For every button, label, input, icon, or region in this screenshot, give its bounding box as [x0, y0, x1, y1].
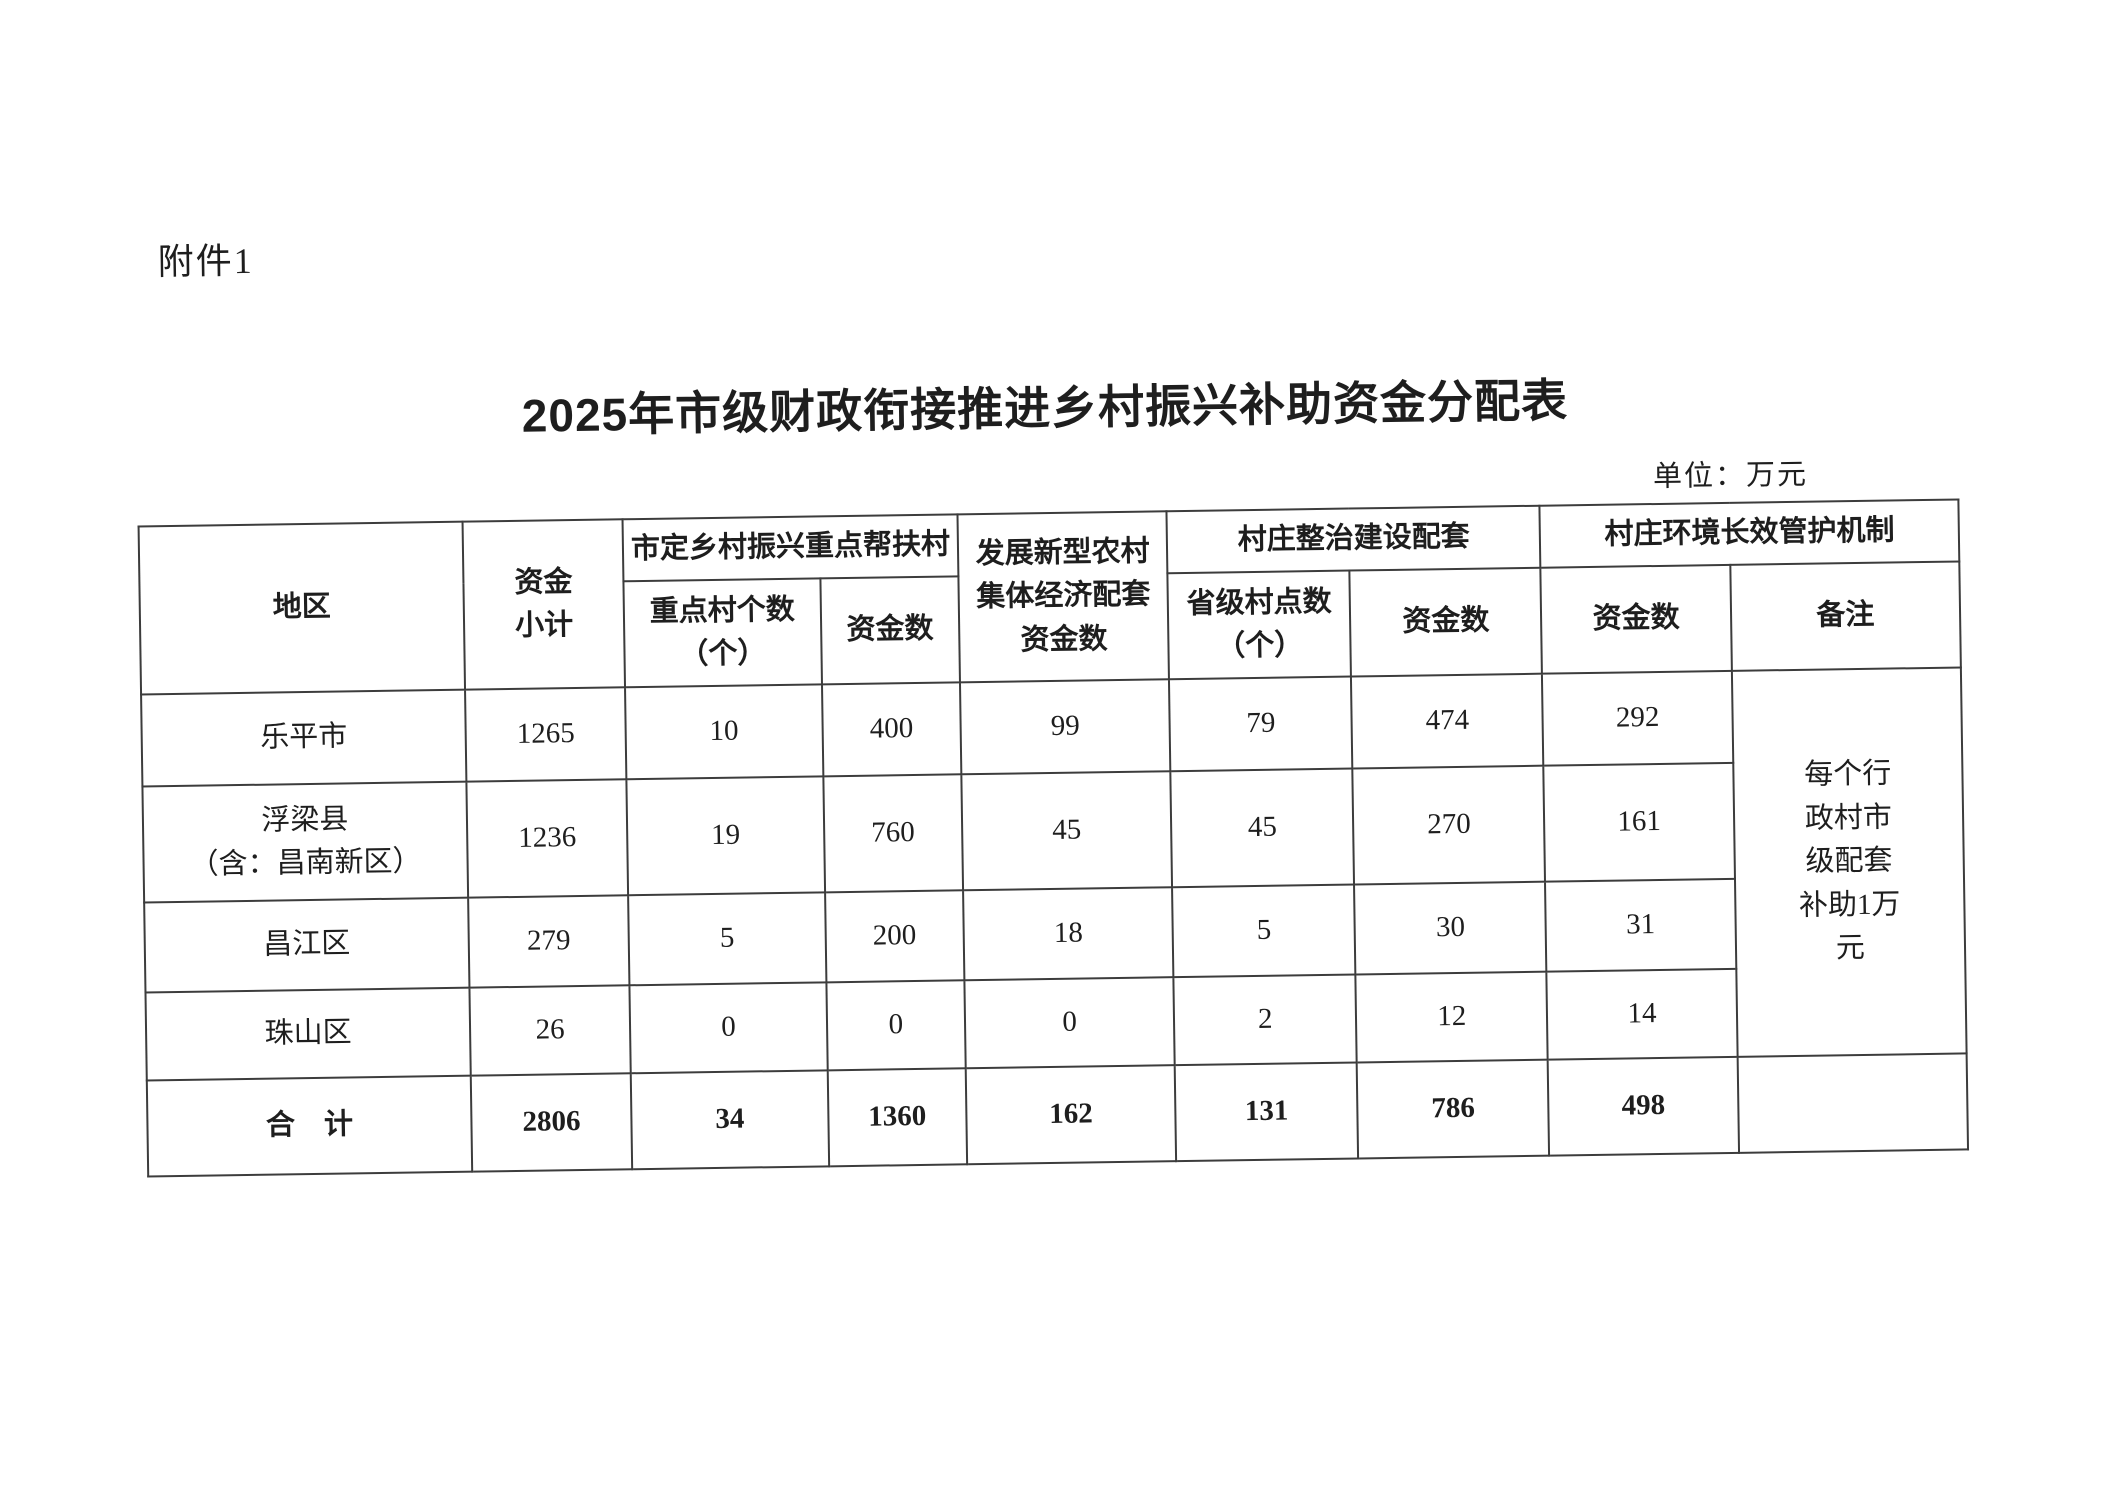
cell-key-village-funds: 0 [826, 980, 966, 1070]
header-renovation-funds: 资金数 [1350, 568, 1543, 677]
cell-renovation-funds: 270 [1353, 766, 1546, 885]
cell-collective-funds: 45 [961, 771, 1172, 890]
cell-subtotal: 2806 [471, 1073, 633, 1171]
cell-key-village-count: 0 [630, 982, 828, 1073]
cell-region: 乐平市 [141, 690, 466, 787]
cell-collective-funds: 18 [963, 887, 1174, 980]
cell-provincial-village-count: 2 [1174, 974, 1357, 1065]
cell-collective-funds: 0 [964, 977, 1175, 1068]
cell-subtotal: 279 [468, 895, 629, 987]
cell-key-village-count: 5 [628, 892, 826, 985]
cell-maintenance-funds: 161 [1544, 763, 1735, 882]
cell-key-village-funds: 760 [823, 774, 963, 892]
header-provincial-village-count: 省级村点数 （个） [1168, 571, 1352, 680]
cell-key-village-funds: 400 [822, 682, 962, 776]
cell-provincial-village-count: 45 [1171, 769, 1355, 888]
header-key-village-count: 重点村个数 （个） [624, 578, 822, 687]
cell-region: 昌江区 [144, 898, 469, 993]
cell-renovation-funds: 30 [1354, 882, 1546, 975]
unit-note: 单位：万元 [1653, 451, 1809, 495]
header-region: 地区 [139, 522, 465, 695]
cell-renovation-funds: 474 [1351, 674, 1543, 769]
cell-subtotal: 1265 [465, 687, 627, 781]
header-collective-economy: 发展新型农村 集体经济配套 资金数 [957, 511, 1169, 682]
cell-total-label: 合 计 [147, 1076, 472, 1177]
header-village-renovation-group: 村庄整治建设配套 [1167, 506, 1541, 574]
cell-key-village-funds: 1360 [827, 1068, 967, 1166]
header-maintenance-group: 村庄环境长效管护机制 [1540, 500, 1960, 568]
cell-collective-funds: 99 [960, 679, 1171, 774]
cell-key-village-count: 34 [631, 1070, 829, 1169]
cell-collective-funds: 162 [966, 1065, 1177, 1164]
cell-subtotal: 1236 [466, 779, 628, 897]
cell-maintenance-funds: 14 [1547, 969, 1738, 1060]
cell-key-village-count: 19 [626, 776, 824, 895]
cell-provincial-village-count: 79 [1169, 677, 1352, 772]
cell-subtotal: 26 [469, 985, 630, 1075]
cell-region: 浮梁县 （含：昌南新区） [142, 782, 468, 903]
cell-key-village-funds: 200 [825, 890, 965, 982]
header-subtotal: 资金 小计 [462, 519, 625, 689]
header-key-village-funds: 资金数 [820, 576, 960, 684]
cell-provincial-village-count: 5 [1172, 885, 1355, 978]
cell-maintenance-funds: 292 [1542, 671, 1733, 766]
cell-remarks-empty [1737, 1053, 1968, 1152]
cell-renovation-funds: 786 [1357, 1060, 1549, 1159]
header-maintenance-funds: 资金数 [1541, 565, 1732, 674]
cell-region: 珠山区 [145, 988, 470, 1081]
cell-remarks-note: 每个行 政村市 级配套 补助1万 元 [1732, 667, 1967, 1056]
attachment-label: 附件1 [157, 232, 254, 285]
cell-provincial-village-count: 131 [1175, 1062, 1358, 1161]
cell-maintenance-funds: 498 [1548, 1057, 1739, 1156]
page-title: 2025年市级财政衔接推进乡村振兴补助资金分配表 [0, 356, 2096, 453]
allocation-table: 地区 资金 小计 市定乡村振兴重点帮扶村 发展新型农村 集体经济配套 资金数 村… [138, 498, 1969, 1177]
cell-maintenance-funds: 31 [1545, 879, 1736, 972]
header-key-village-group: 市定乡村振兴重点帮扶村 [623, 514, 959, 581]
cell-renovation-funds: 12 [1356, 972, 1548, 1063]
header-remarks: 备注 [1730, 561, 1961, 670]
cell-key-village-count: 10 [625, 684, 823, 779]
